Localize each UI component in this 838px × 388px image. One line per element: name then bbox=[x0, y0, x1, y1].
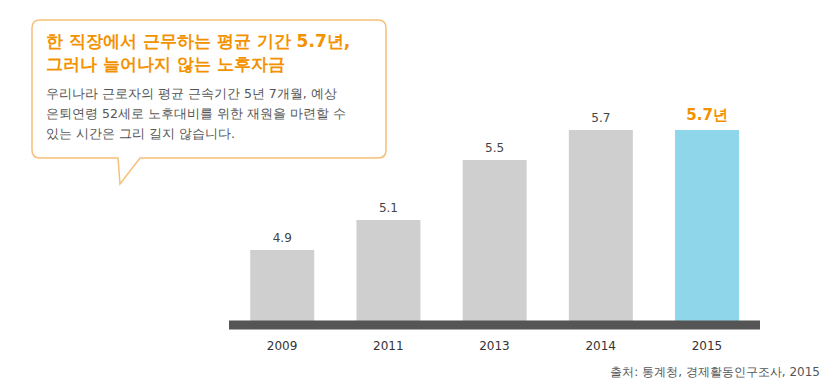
svg-text:5.7: 5.7 bbox=[591, 111, 610, 125]
svg-text:2014: 2014 bbox=[585, 339, 616, 353]
svg-text:2009: 2009 bbox=[267, 339, 298, 353]
html-text:한 직장에서 근무하는 평균 기간 5.7년,: 한 직장에서 근무하는 평균 기간 5.7년, bbox=[46, 31, 351, 51]
svg-text:5.7년: 5.7년 bbox=[686, 106, 728, 124]
svg-text:2013: 2013 bbox=[479, 339, 510, 353]
html-text:출처: 통계청, 경제활동인구조사, 2015: 출처: 통계청, 경제활동인구조사, 2015 bbox=[610, 365, 820, 379]
html-text:있는 시간은 그리 길지 않습니다.: 있는 시간은 그리 길지 않습니다. bbox=[46, 126, 235, 141]
svg-text:2011: 2011 bbox=[373, 339, 404, 353]
html-text:그러나 늘어나지 않는 노후자금: 그러나 늘어나지 않는 노후자금 bbox=[46, 54, 285, 74]
html-text:은퇴연령 52세로 노후대비를 위한 재원을 마련할 수: 은퇴연령 52세로 노후대비를 위한 재원을 마련할 수 bbox=[46, 106, 346, 121]
svg-text:5.5: 5.5 bbox=[485, 141, 504, 155]
svg-text:4.9: 4.9 bbox=[273, 231, 292, 245]
svg-text:5.1: 5.1 bbox=[379, 201, 398, 215]
svg-text:2015: 2015 bbox=[692, 339, 723, 353]
html-text:우리나라 근로자의 평균 근속기간 5년 7개월, 예상: 우리나라 근로자의 평균 근속기간 5년 7개월, 예상 bbox=[46, 86, 337, 101]
